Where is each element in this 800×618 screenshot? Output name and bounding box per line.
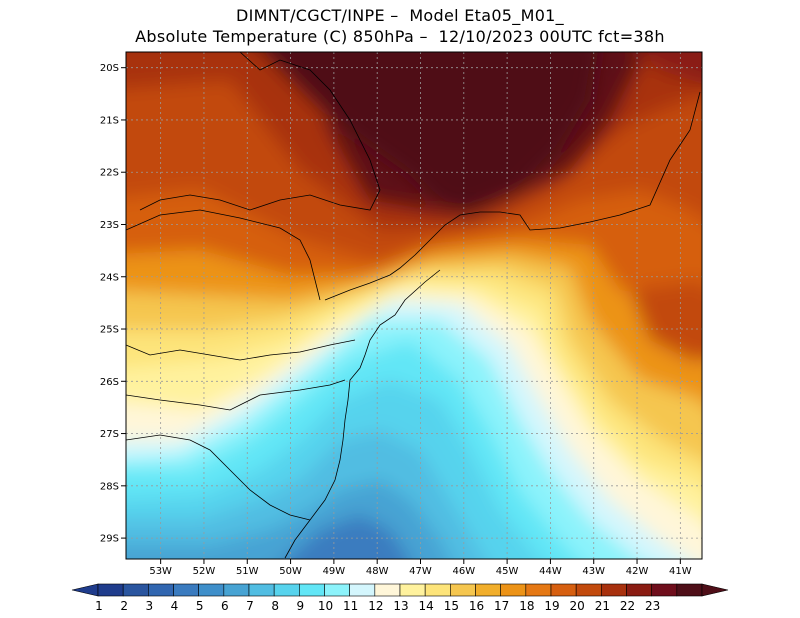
lat-tick-label: 21S (100, 115, 119, 126)
lon-tick-label: 53W (149, 566, 172, 577)
colorbar-label: 7 (246, 599, 254, 613)
colorbar-label: 12 (368, 599, 383, 613)
lat-tick-label: 22S (100, 168, 119, 179)
colorbar-label: 5 (196, 599, 204, 613)
lon-tick-label: 46W (452, 566, 475, 577)
graticule (126, 52, 702, 559)
lat-tick-label: 23S (100, 220, 119, 231)
colorbar-swatch (198, 583, 225, 597)
lat-tick-label: 24S (100, 272, 119, 283)
latitude-labels: 20S 21S 22S 23S 24S 25S 26S 27S 28S 29S (100, 63, 126, 545)
colorbar-swatch (424, 583, 451, 597)
colorbar-swatch (475, 583, 501, 597)
colorbar-swatch (575, 583, 602, 597)
colorbar-label: 11 (343, 599, 358, 613)
colorbar-swatch (500, 583, 527, 597)
colorbar-label: 8 (271, 599, 279, 613)
colorbar-label: 16 (469, 599, 484, 613)
colorbar-swatch (173, 583, 199, 597)
lon-tick-label: 43W (582, 566, 605, 577)
lat-tick-label: 20S (100, 63, 119, 74)
colorbar-label: 22 (620, 599, 635, 613)
lat-tick-label: 26S (100, 377, 119, 388)
colorbar-label: 4 (171, 599, 179, 613)
colorbar-label: 20 (570, 599, 585, 613)
colorbar-swatch (676, 583, 703, 597)
colorbar-swatch (651, 583, 678, 597)
colorbar-label: 3 (146, 599, 154, 613)
colorbar-label: 23 (645, 599, 660, 613)
lat-tick-label: 28S (100, 481, 119, 492)
lon-tick-label: 41W (669, 566, 692, 577)
colorbar-label: 18 (519, 599, 534, 613)
colorbar-label: 9 (297, 599, 305, 613)
colorbar-swatch (399, 583, 426, 597)
colorbar-label: 13 (393, 599, 408, 613)
lat-tick-label: 27S (100, 429, 119, 440)
lon-tick-label: 50W (279, 566, 302, 577)
colorbar-label: 6 (221, 599, 229, 613)
colorbar-label: 21 (595, 599, 610, 613)
colorbar-swatch (450, 583, 476, 597)
colorbar-upper-arrow (701, 583, 729, 597)
lon-tick-label: 51W (236, 566, 259, 577)
colorbar-swatch (299, 583, 325, 597)
temperature-field (126, 52, 702, 559)
colorbar-swatch (550, 583, 577, 597)
colorbar-label: 1 (95, 599, 103, 613)
colorbar-labels: 1 2 3 4 5 6 7 8 9 10 11 12 13 14 15 16 17 18 19 20 21 22 23 (95, 599, 660, 613)
colorbar-swatch (349, 583, 376, 597)
colorbar-label: 10 (318, 599, 333, 613)
longitude-labels: 53W 52W 51W 50W 49W 48W 47W 46W 45W 44W 43W 42W 41W (149, 559, 692, 577)
colorbar-label: 17 (494, 599, 509, 613)
coastline-borders (126, 52, 701, 559)
lon-tick-label: 42W (626, 566, 649, 577)
colorbar-swatch (97, 583, 124, 597)
lon-tick-label: 47W (409, 566, 432, 577)
colorbar-label: 2 (120, 599, 128, 613)
colorbar-lower-arrow (71, 583, 99, 597)
colorbar-swatch (626, 583, 652, 597)
colorbar-swatch (248, 583, 275, 597)
colorbar-label: 14 (419, 599, 434, 613)
lon-tick-label: 52W (193, 566, 216, 577)
colorbar-swatch (525, 583, 552, 597)
lon-tick-label: 45W (496, 566, 519, 577)
colorbar (71, 583, 729, 597)
colorbar-swatch (122, 583, 149, 597)
colorbar-swatch (374, 583, 401, 597)
lon-tick-label: 48W (366, 566, 389, 577)
map-subtitle: Absolute Temperature (C) 850hPa – 12/10/… (135, 27, 665, 46)
lat-tick-label: 29S (100, 534, 119, 545)
map-title: DIMNT/CGCT/INPE – Model Eta05_M01_ (236, 6, 564, 25)
colorbar-swatch (601, 583, 627, 597)
colorbar-label: 19 (544, 599, 559, 613)
colorbar-swatch (324, 583, 350, 597)
map-frame (125, 51, 703, 560)
colorbar-swatch (148, 583, 174, 597)
lon-tick-label: 49W (323, 566, 346, 577)
lon-tick-label: 44W (539, 566, 562, 577)
colorbar-label: 15 (444, 599, 459, 613)
colorbar-swatch (273, 583, 300, 597)
lat-tick-label: 25S (100, 325, 119, 336)
colorbar-swatch (223, 583, 250, 597)
